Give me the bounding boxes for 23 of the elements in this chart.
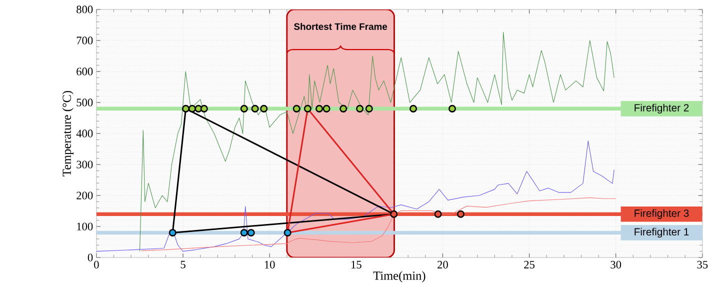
annotation: Shortest Time Frame bbox=[294, 23, 388, 30]
ref-line-label: Firefighter 2 bbox=[634, 104, 689, 114]
x-tick-label: 15 bbox=[351, 260, 362, 269]
x-tick-label: 30 bbox=[610, 260, 622, 269]
y-tick-label: 600 bbox=[76, 68, 93, 76]
x-axis-title: Time(min) bbox=[373, 271, 426, 282]
y-tick-label: 500 bbox=[76, 98, 93, 106]
y-axis-title: Temperature (°C) bbox=[62, 91, 74, 176]
x-tick-label: 20 bbox=[438, 260, 448, 269]
x-tick-label: 35 bbox=[697, 260, 708, 269]
y-tick-label: 800 bbox=[76, 6, 93, 14]
x-tick-label: 10 bbox=[264, 260, 275, 269]
y-tick-label: 100 bbox=[77, 222, 93, 230]
x-tick-label: 5 bbox=[180, 260, 186, 268]
y-tick-label: 700 bbox=[76, 36, 93, 44]
x-tick-label: 25 bbox=[524, 260, 535, 269]
y-tick-label: 400 bbox=[76, 130, 93, 138]
ref-line-label: Firefighter 1 bbox=[634, 228, 689, 238]
y-tick-label: 0 bbox=[88, 254, 93, 262]
ref-line-label: Firefighter 3 bbox=[634, 209, 689, 220]
y-tick-label: 300 bbox=[76, 160, 93, 168]
x-tick-label: 0 bbox=[94, 260, 99, 269]
y-tick-label: 200 bbox=[76, 192, 93, 200]
